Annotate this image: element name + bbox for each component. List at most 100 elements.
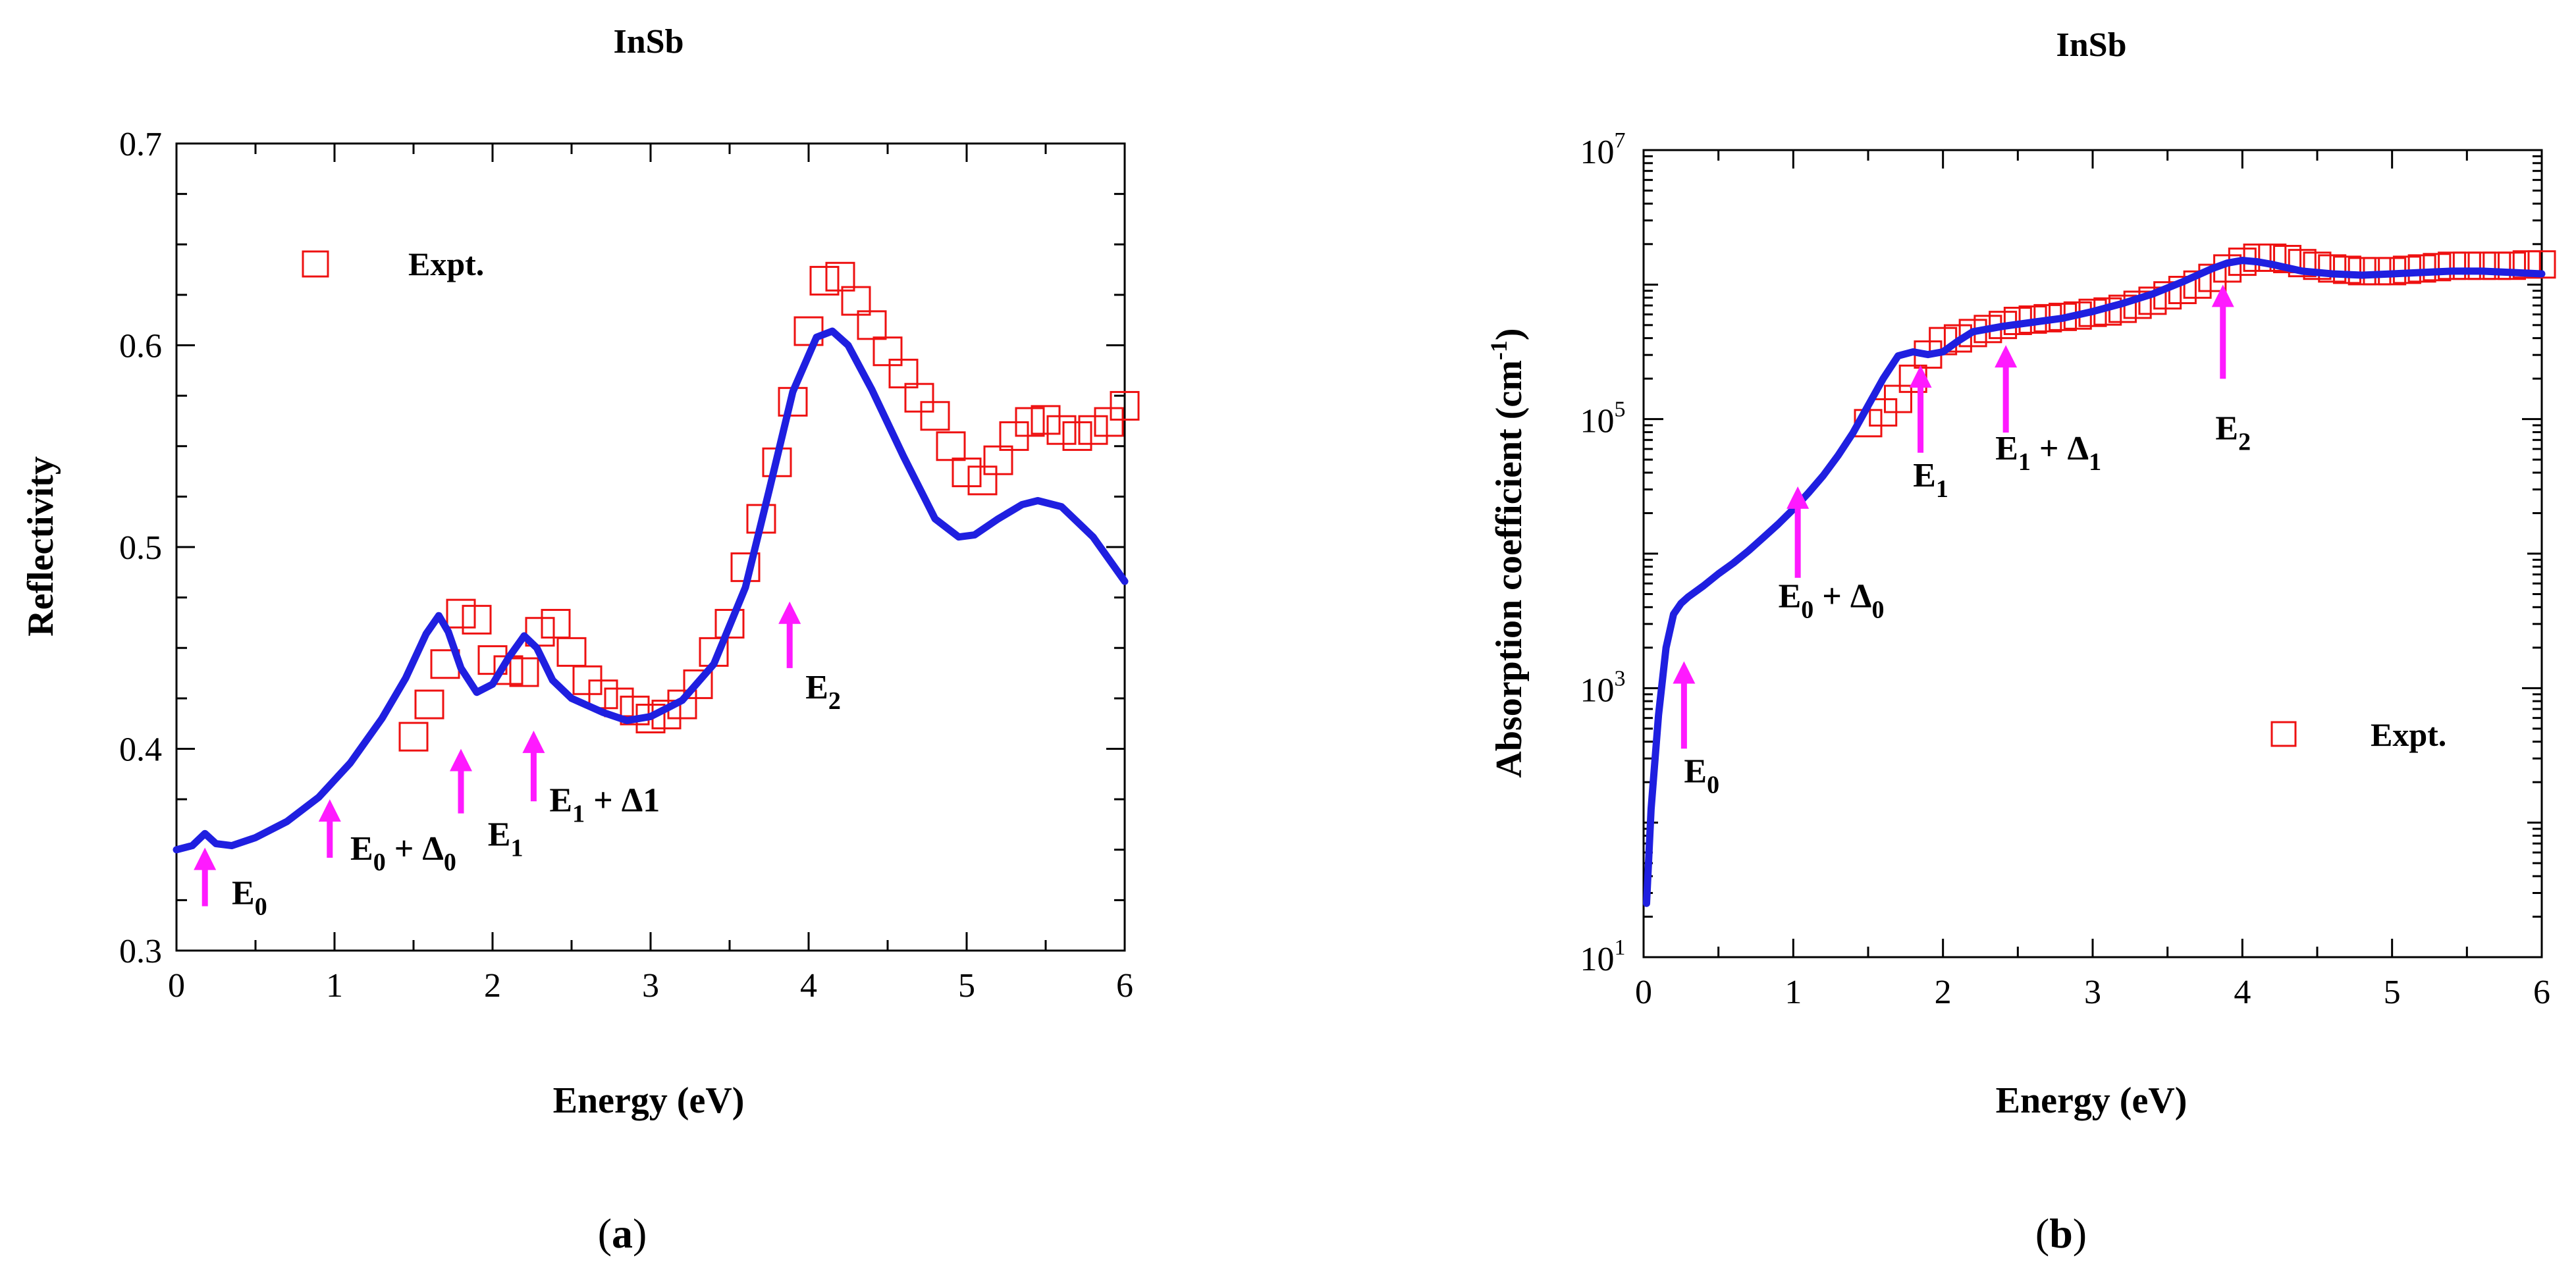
panel-b-y-tick-base: 10	[1580, 134, 1615, 171]
panel-a-expt-point	[446, 598, 476, 629]
panel-b-y-axis-label-sup: -1	[1486, 340, 1512, 360]
panel-a-expt-point	[683, 669, 713, 699]
panel-a-expt-point	[872, 336, 903, 367]
panel-b-annotation-2-arrow-head	[1909, 365, 1932, 388]
panel-a-annotation-1-sub2: 0	[444, 849, 456, 876]
panel-a-annotation-3-arrow-head	[522, 730, 545, 753]
panel-b-expt-point	[2332, 255, 2361, 284]
panel-a-expt-point	[1094, 407, 1124, 437]
panel-b-calculated-line	[1643, 257, 2546, 907]
panel-a-annotation-3-label: E1 + Δ1	[549, 782, 660, 828]
panel-a-expt-point	[714, 608, 745, 639]
panel-a-y-tick-label: 0.5	[119, 529, 162, 567]
panel-a-legend-marker	[302, 250, 329, 278]
panel-b-annotation-4-arrow-head	[2211, 284, 2234, 307]
panel-a-annotation-4-arrow-head	[778, 601, 801, 624]
panel-a-expt-point	[936, 431, 966, 461]
panel-b-x-tick-label: 1	[1784, 974, 1802, 1011]
panel-b-annotation-1-sub2: 0	[1872, 596, 1885, 624]
panel-b-expt-point	[2273, 245, 2302, 274]
panel-a-expt-point	[983, 445, 1013, 475]
panel-a-plot-frame	[175, 142, 1126, 952]
panel-b-expt-point	[2498, 251, 2527, 280]
panel-b-caption: (b)	[2035, 1210, 2087, 1257]
panel-b-annotation-3-mid: + Δ	[2031, 430, 2089, 467]
panel-a-annotation-0-main: E	[232, 875, 255, 912]
panel-b-annotation-4-sub: 2	[2238, 428, 2251, 456]
panel-a-annotation-1-sub: 0	[373, 849, 386, 876]
panel-b-annotation-2-main: E	[1913, 457, 1936, 494]
panel-a-expt-point	[841, 286, 871, 316]
panel-a-annotation-1-mid: + Δ	[386, 830, 444, 868]
panel-a-expt-point	[398, 721, 429, 752]
panel-b-expt-point	[2258, 243, 2287, 272]
panel-a-y-tick-label: 0.3	[119, 933, 162, 970]
panel-b-x-axis-label: Energy (eV)	[1996, 1080, 2187, 1121]
panel-a-expt-point	[920, 401, 950, 431]
panel-b-y-tick-label: 101	[1580, 935, 1626, 978]
panel-b-title: InSb	[2056, 26, 2127, 64]
panel-a-expt-point	[541, 608, 571, 639]
panel-a-expt-point	[588, 679, 618, 710]
panel-a-annotation-2-sub: 1	[510, 835, 523, 862]
panel-a-expt-point	[952, 458, 982, 488]
panel-a-expt-point	[525, 617, 555, 647]
panel-b-series	[1643, 243, 2556, 907]
panel-a-annotation-0-arrow-head	[194, 847, 217, 870]
panel-b-annotation-4-label: E2	[2215, 409, 2251, 456]
panel-a-annotation-3-sub: 1	[572, 800, 585, 828]
panel-a-annotation-4-sub: 2	[828, 687, 841, 715]
panel-b-y-axis-label: Absorption coefficient (cm-1)	[1486, 328, 1530, 777]
panel-b-expt-point	[2318, 254, 2347, 283]
panel-b-annotation-1-arrow-head	[1786, 486, 1810, 509]
panel-b-x-tick-label: 4	[2234, 974, 2251, 1011]
panel-b-expt-point	[2423, 253, 2452, 282]
panel-a-annotation-4-main: E	[805, 669, 828, 706]
panel-b-y-tick-base: 10	[1580, 403, 1615, 440]
panel-b-annotation-2-label: E1	[1913, 457, 1948, 503]
panel-b-expt-point	[1943, 324, 1972, 353]
panel-b-caption-letter: b	[2049, 1210, 2073, 1257]
panel-a-annotation-1-main: E	[350, 830, 373, 868]
panel-a-expt-point	[556, 637, 587, 667]
panel-a-x-tick-labels: 0 1 2 3 4 5 6	[168, 967, 1133, 1005]
panel-b-expt-point	[2303, 251, 2332, 280]
panel-a-x-tick-label: 6	[1116, 967, 1133, 1005]
panel-a-expt-point	[462, 604, 492, 635]
panel-b-annotation-3-main: E	[1995, 430, 2018, 467]
panel-b-annotation-0-sub: 0	[1707, 771, 1719, 799]
panel-b-annotation-0-main: E	[1684, 752, 1707, 790]
panel-a-expt-point	[1031, 405, 1061, 435]
panel-b-x-tick-labels: 0 1 2 3 4 5 6	[1635, 974, 2550, 1011]
panel-b-legend-marker	[2270, 721, 2297, 747]
panel-a-expt-point	[967, 465, 998, 496]
panel-b-expt-point	[2452, 251, 2481, 280]
panel-a-legend-label: Expt.	[408, 246, 484, 282]
panel-b-annotation-3-sub: 1	[2018, 448, 2031, 476]
panel-b-y-tick-exponent: 5	[1615, 398, 1626, 422]
panel-a-annotation-0-label: E0	[232, 875, 267, 921]
panel-b-annotation-1-main: E	[1779, 578, 1802, 616]
panel-a-x-tick-label: 5	[958, 967, 975, 1005]
panel-a-annotation-3-mid: + Δ1	[585, 782, 660, 820]
panel-a-y-axis-label: Reflectivity	[20, 456, 61, 637]
panel-a-expt-point	[825, 261, 855, 292]
panel-a-annotation-1-arrow-head	[318, 799, 341, 822]
panel-a-y-tick-labels: 0.3 0.4 0.5 0.6 0.7	[119, 126, 162, 970]
panel-b-annotation-3-label: E1 + Δ1	[1995, 430, 2101, 476]
panel-b-annotation-4-main: E	[2215, 409, 2238, 447]
panel-b-x-tick-label: 3	[2084, 974, 2101, 1011]
panel-b-expt-point	[2512, 250, 2541, 279]
panel-b-annotation-0-label: E0	[1684, 752, 1719, 799]
panel-a-calculated-line	[173, 327, 1129, 854]
panel-a-expt-point	[904, 382, 934, 413]
panel-a-annotation-2-arrow-head	[450, 748, 472, 772]
panel-a-expt-point	[414, 689, 444, 720]
panel-b-y-axis-label-end: )	[1489, 328, 1530, 340]
panel-a-x-tick-label: 4	[800, 967, 817, 1005]
panel-b-annotation-3-sub2: 1	[2089, 448, 2101, 476]
